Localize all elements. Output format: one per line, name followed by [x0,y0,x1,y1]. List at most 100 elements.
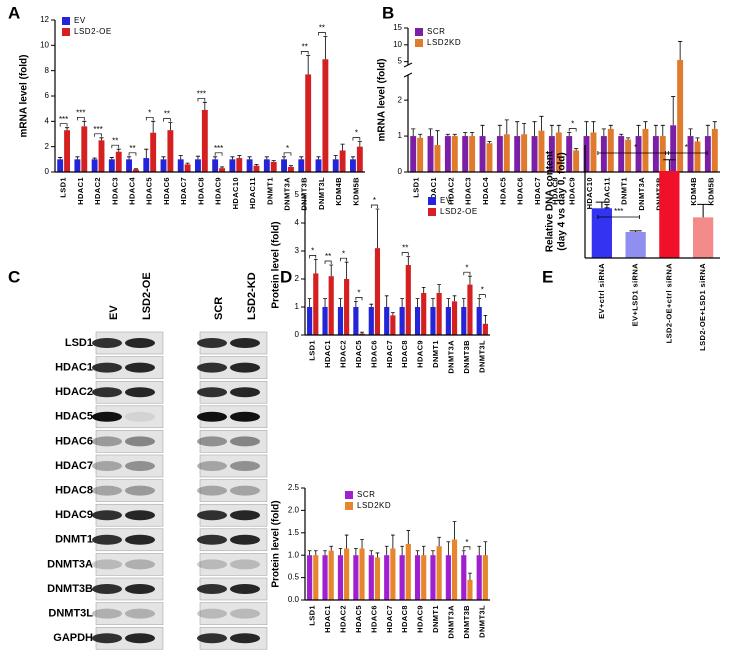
legend-swatch [415,39,423,47]
lane-label: LSD2-KD [246,272,258,320]
error-bar [369,550,374,556]
legend-swatch [428,208,436,216]
bar [344,279,350,335]
bar [482,555,488,600]
x-tick-label: HDAC8 [550,177,559,205]
panel-label: C [8,267,20,286]
bar [642,128,649,172]
blot-box [95,602,164,625]
bar [315,159,322,172]
significance-label: ** [402,244,408,253]
x-tick-label: HDAC2 [446,177,455,205]
bar [430,307,436,335]
error-bar [219,166,225,169]
error-bar [435,130,440,146]
bar [328,276,334,335]
error-bar [480,124,485,137]
bar [307,307,313,335]
error-bar [195,155,201,160]
bar [445,555,451,600]
x-tick-label: DNMT3B [300,177,309,211]
significance-bracket [94,133,102,137]
bar [288,166,294,172]
significance-bracket [77,116,85,121]
error-bar [515,121,520,137]
error-bar [477,298,482,307]
x-tick-label: HDAC9 [568,177,577,205]
error-bar [452,133,457,137]
x-tick-label: HDAC8 [400,340,409,368]
bar [337,555,344,600]
error-bar [415,298,420,307]
legend-label: LSD2-OE [74,27,112,36]
x-tick-label: HDAC5 [354,605,363,633]
significance-bracket [664,151,708,155]
y-tick-label: 2 [45,142,50,151]
x-tick-label: LSD2-OE+ctrl siRNA [664,263,673,344]
bar [344,548,350,600]
bar [677,59,684,172]
legend-label: SCR [427,27,445,36]
bar [430,555,436,600]
bar [390,315,396,335]
blot-box [95,454,164,478]
legend-label: SCR [357,490,375,499]
x-tick-label: LSD1 [308,605,317,626]
error-bar [344,261,349,279]
y-tick-label: 1 [295,302,300,311]
protein-label: HDAC7 [55,460,93,472]
bar [350,159,356,172]
bar [482,323,488,335]
blot-band [125,584,155,594]
bar [687,136,694,172]
significance-bracket [463,271,471,276]
y-tick-label: 0.0 [288,595,300,604]
significance-bracket [300,51,309,55]
significance-bracket [111,144,120,149]
error-bar [446,541,451,556]
protein-label: LSD1 [65,337,93,349]
bar [451,539,458,600]
error-bar [470,132,475,137]
panel-label: E [542,267,553,286]
error-bar [254,164,259,166]
y-axis-label: Relative DNA content [545,150,556,252]
error-bar [539,115,544,131]
error-bar [653,124,658,137]
blot-band [230,485,260,496]
blot-band [230,534,260,545]
error-bar [350,156,356,160]
error-bar [338,548,343,556]
error-bar [584,121,589,137]
bar [359,548,365,600]
bar [374,248,381,335]
significance-label: * [373,196,376,205]
error-bar [697,203,710,218]
y-tick-label: 2 [398,95,403,104]
x-tick-label: LSD2-OE+LSD1 siRNA [698,263,707,351]
y-tick-label: 15 [393,23,402,32]
significance-label: *** [214,144,223,153]
significance-label: * [357,289,360,298]
x-tick-label: HDAC11 [602,177,611,209]
error-bar [437,284,441,293]
x-tick-label: HDAC11 [248,177,257,209]
error-bar [406,256,411,265]
blot-band [230,411,260,422]
x-tick-label: LSD1 [412,177,421,198]
bar [538,130,545,172]
bar [496,136,503,172]
error-bar [671,96,676,126]
significance-bracket [309,255,317,259]
protein-label: HDAC9 [55,509,93,521]
x-tick-label: DNMT3L [317,177,326,210]
bar [108,159,115,172]
blot-band [92,362,122,373]
error-bar [307,550,312,556]
x-tick-label: HDAC5 [145,177,154,205]
bar [322,555,328,600]
panel-label: B [382,3,394,22]
x-tick-label: LSD1 [59,177,68,198]
y-tick-label: 10 [393,40,402,49]
blot-band [197,362,227,373]
